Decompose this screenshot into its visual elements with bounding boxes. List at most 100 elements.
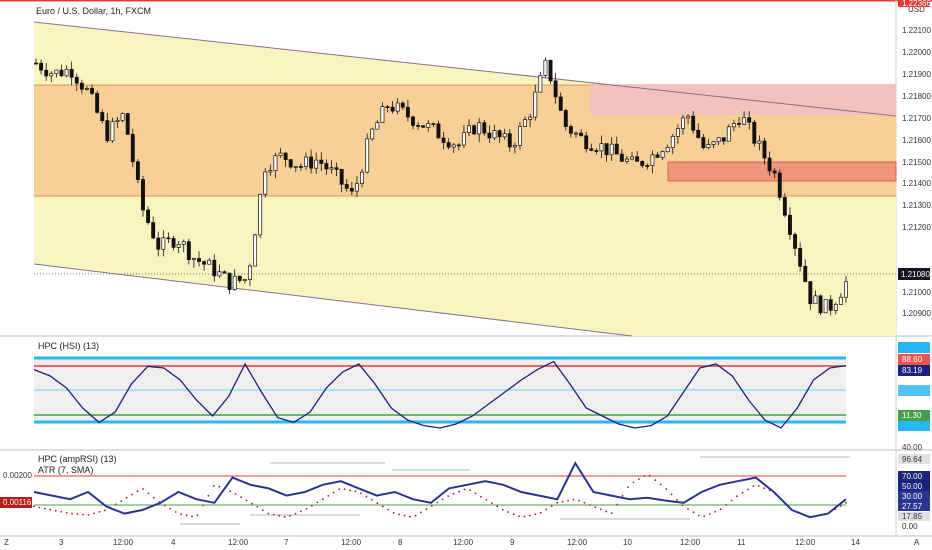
atr-dot	[262, 509, 264, 512]
hsi-lower-badge	[898, 421, 930, 431]
candle-body	[670, 136, 675, 148]
candle-body	[701, 137, 706, 149]
atr-dot	[752, 485, 755, 488]
atr-dot	[169, 507, 172, 510]
candle-body	[344, 183, 349, 189]
atr-dot	[256, 506, 259, 508]
candle-body	[411, 116, 415, 126]
candle-body	[472, 125, 477, 135]
atr-dot	[512, 513, 515, 516]
hsi-level-4: 40.00	[902, 443, 923, 452]
atr-dot	[692, 511, 695, 514]
candle-body	[624, 158, 629, 162]
candle-body	[599, 143, 604, 152]
atr-dot	[545, 508, 548, 511]
amprsi-panel	[33, 456, 850, 525]
candle-body	[319, 159, 324, 164]
atr-dot	[490, 502, 493, 505]
candle-body	[691, 115, 696, 131]
candle-body	[324, 163, 329, 170]
amp-level-badge-3	[898, 481, 930, 491]
atr-dot	[714, 510, 717, 513]
atr-dot	[594, 506, 597, 509]
atr-dot	[627, 486, 629, 488]
hsi-level-1: 88.60	[902, 355, 923, 364]
candle-body	[59, 69, 64, 77]
candle-body	[477, 122, 482, 135]
atr-dot	[60, 510, 63, 513]
atr-dot	[196, 514, 199, 517]
atr-dot	[757, 485, 760, 487]
amprsi-line	[33, 461, 847, 519]
price-tick-label: 1.21500	[902, 158, 931, 167]
candle-body	[349, 188, 354, 192]
candle-body	[135, 161, 140, 180]
hsi-line	[33, 360, 847, 429]
price-panel	[33, 21, 897, 337]
atr-dot	[529, 514, 531, 517]
atr-dot	[212, 485, 215, 487]
amp-level-badge-2	[898, 471, 930, 481]
candle-body	[737, 123, 741, 125]
atr-dot	[572, 498, 575, 501]
candle-body	[706, 144, 711, 149]
time-tick-label: 10	[623, 538, 632, 547]
atr-dot	[278, 514, 281, 517]
candle-body	[197, 258, 201, 262]
time-tick-label: 12:00	[453, 538, 474, 547]
candle-body	[492, 130, 497, 139]
candle-body	[365, 138, 370, 173]
atr-dot	[327, 495, 330, 497]
candle-body	[451, 144, 456, 148]
time-tick-label: Z	[4, 538, 9, 547]
time-tick-label: A	[914, 538, 920, 547]
candle-body	[212, 259, 217, 277]
candle-body	[538, 75, 543, 93]
candle-body	[74, 76, 79, 84]
time-tick-label: 12:00	[680, 538, 701, 547]
hsi-level-badge-1	[898, 354, 930, 365]
atr-dot	[120, 500, 123, 502]
candle-body	[793, 234, 798, 249]
candle-body	[436, 123, 441, 139]
atr-dot	[38, 506, 41, 509]
atr-dot	[191, 515, 193, 518]
atr-dot	[485, 499, 488, 501]
amp-level-7: 0.00	[902, 522, 918, 531]
atr-dot	[616, 503, 618, 506]
atr-dot	[534, 513, 537, 516]
currency-label: USD	[908, 5, 925, 14]
candle-body	[400, 102, 405, 108]
atr-dot	[736, 495, 738, 498]
candle-body	[395, 102, 400, 112]
atr-dot	[240, 496, 243, 498]
channel-upper-line	[33, 21, 897, 117]
candle-body	[630, 156, 634, 160]
candle-body	[263, 171, 268, 195]
candle-body	[390, 106, 395, 112]
candle-body	[589, 148, 594, 151]
candle-body	[380, 106, 385, 124]
candle-body	[253, 234, 258, 267]
candle-body	[502, 133, 507, 138]
atr-dot	[371, 498, 373, 501]
time-tick-label: 7	[284, 538, 289, 547]
candle-body	[227, 272, 232, 290]
candle-body	[711, 141, 716, 145]
atr-dot	[665, 488, 668, 490]
candle-body	[635, 156, 640, 162]
atr-dot	[687, 508, 689, 510]
red-zone	[667, 161, 897, 182]
atr-dot	[621, 494, 624, 497]
atr-dot	[708, 513, 711, 515]
atr-dot	[294, 512, 297, 515]
last-price-badge	[898, 268, 930, 280]
price-tick-label: 1.21800	[902, 92, 931, 101]
atr-dot	[681, 504, 684, 507]
candle-body	[726, 126, 731, 142]
candle-body	[574, 132, 578, 135]
price-axis: 1.22100 1.22000 1.21900 1.21800 1.21700 1.216…	[902, 26, 931, 318]
atr-dot	[136, 490, 139, 493]
time-tick-label: 8	[398, 538, 403, 547]
atr-dot	[839, 505, 842, 507]
